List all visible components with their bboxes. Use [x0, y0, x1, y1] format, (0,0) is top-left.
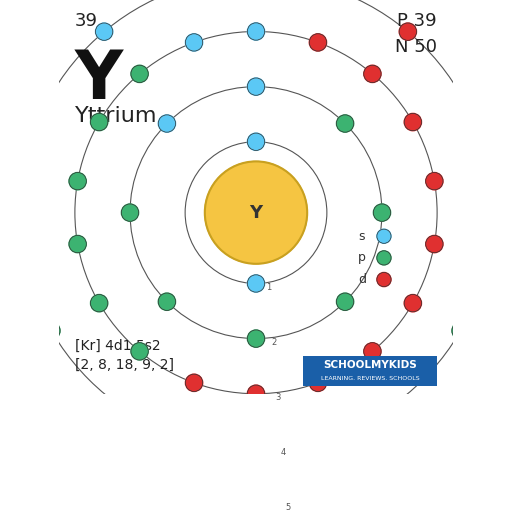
Circle shape — [91, 113, 108, 131]
Circle shape — [185, 34, 203, 51]
Circle shape — [399, 23, 416, 40]
Circle shape — [69, 236, 87, 253]
Text: Y: Y — [249, 204, 263, 222]
Circle shape — [364, 65, 381, 82]
Circle shape — [247, 78, 265, 95]
Text: P 39
N 50: P 39 N 50 — [395, 12, 437, 56]
Circle shape — [185, 374, 203, 392]
Circle shape — [247, 385, 265, 402]
Text: p: p — [358, 251, 366, 264]
Circle shape — [247, 495, 265, 512]
Text: s: s — [358, 230, 365, 243]
Text: SCHOOLMYKIDS: SCHOOLMYKIDS — [323, 360, 417, 370]
Text: 5: 5 — [285, 503, 291, 512]
Circle shape — [131, 65, 148, 82]
Circle shape — [377, 229, 391, 243]
Circle shape — [158, 115, 176, 132]
Circle shape — [364, 343, 381, 360]
Circle shape — [15, 163, 32, 180]
Circle shape — [377, 251, 391, 265]
Circle shape — [425, 173, 443, 190]
Circle shape — [247, 23, 265, 40]
Circle shape — [309, 34, 327, 51]
Text: 2: 2 — [271, 338, 276, 347]
Text: 4: 4 — [281, 448, 286, 457]
Circle shape — [247, 330, 265, 347]
Circle shape — [247, 133, 265, 151]
Circle shape — [121, 204, 139, 221]
Circle shape — [336, 293, 354, 310]
Circle shape — [205, 161, 307, 264]
Circle shape — [247, 275, 265, 292]
Circle shape — [309, 374, 327, 392]
Circle shape — [69, 173, 87, 190]
Circle shape — [131, 343, 148, 360]
Circle shape — [377, 272, 391, 287]
Text: d: d — [358, 273, 367, 286]
Text: Y: Y — [75, 47, 123, 113]
Text: Yttrium: Yttrium — [75, 106, 157, 126]
Text: [2, 8, 18, 9, 2]: [2, 8, 18, 9, 2] — [75, 358, 174, 372]
Circle shape — [96, 23, 113, 40]
FancyBboxPatch shape — [303, 356, 437, 386]
Text: [Kr] 4d1 5s2: [Kr] 4d1 5s2 — [75, 338, 161, 353]
Circle shape — [328, 426, 346, 443]
Text: 1: 1 — [266, 283, 271, 292]
Circle shape — [158, 293, 176, 310]
Circle shape — [480, 163, 497, 180]
Circle shape — [404, 294, 421, 312]
Circle shape — [404, 113, 421, 131]
Circle shape — [166, 426, 184, 443]
Circle shape — [43, 322, 60, 339]
Circle shape — [425, 236, 443, 253]
Circle shape — [452, 322, 469, 339]
Circle shape — [373, 204, 391, 221]
Circle shape — [91, 294, 108, 312]
Text: 3: 3 — [276, 393, 281, 402]
Text: 39: 39 — [75, 12, 98, 30]
Text: LEARNING. REVIEWS. SCHOOLS: LEARNING. REVIEWS. SCHOOLS — [321, 376, 419, 381]
Circle shape — [336, 115, 354, 132]
